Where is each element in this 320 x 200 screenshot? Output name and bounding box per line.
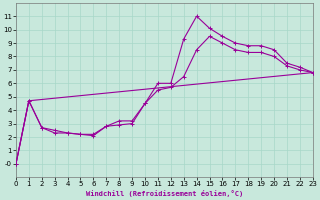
X-axis label: Windchill (Refroidissement éolien,°C): Windchill (Refroidissement éolien,°C) <box>86 190 243 197</box>
